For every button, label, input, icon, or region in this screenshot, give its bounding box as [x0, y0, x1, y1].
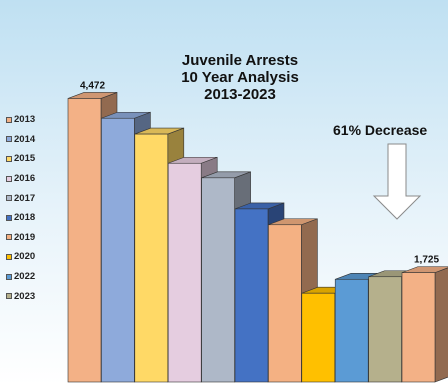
legend-item-2018: 2018 [6, 208, 35, 228]
legend-item-2023: 2023 [6, 286, 35, 306]
title-line-3: 2013-2023 [204, 86, 276, 103]
legend-label: 2014 [14, 133, 36, 145]
legend-item-2016: 2016 [6, 169, 35, 189]
data-label-2023: 1,725 [414, 255, 439, 266]
legend-swatch [6, 175, 12, 182]
legend-swatch [6, 234, 12, 241]
legend-label: 2020 [14, 251, 36, 263]
bars-layer [67, 92, 448, 383]
bar-front-2013 [67, 98, 102, 383]
bar-2023 [401, 266, 448, 383]
chart-title: Juvenile Arrests 10 Year Analysis 2013-2… [150, 52, 330, 103]
decrease-annotation: 61% Decrease [333, 122, 428, 138]
bar-front-2019 [268, 224, 302, 383]
legend-swatch [6, 195, 12, 202]
bar-front-2018 [234, 208, 269, 383]
legend-item-2013: 2013 [6, 110, 35, 130]
legend-label: 2022 [14, 271, 36, 283]
bar-front-2021 [334, 278, 369, 383]
legend-item-2020: 2020 [6, 247, 35, 267]
legend-swatch [6, 293, 12, 300]
legend-item-2019: 2019 [6, 228, 35, 248]
legend-swatch [6, 116, 12, 123]
legend-item-2015: 2015 [6, 149, 35, 169]
data-label-2013: 4,472 [80, 80, 105, 91]
legend-label: 2013 [14, 114, 36, 126]
legend: 2013 2014 2015 2016 2017 2018 2019 2020 2022 2023 [6, 110, 35, 306]
legend-label: 2023 [14, 290, 36, 302]
legend-swatch [6, 214, 12, 221]
legend-item-2017: 2017 [6, 188, 35, 208]
legend-item-2014: 2014 [6, 130, 35, 150]
legend-swatch [6, 253, 12, 260]
legend-swatch [6, 136, 12, 143]
legend-label: 2016 [14, 173, 36, 185]
legend-item-2022: 2022 [6, 267, 35, 287]
legend-swatch [6, 273, 12, 280]
bar-front-2020 [301, 292, 336, 383]
legend-label: 2019 [14, 231, 36, 243]
data-labels-layer: 4,472 1,725 [80, 80, 439, 265]
title-line-1: Juvenile Arrests [181, 52, 299, 69]
bar-front-2016 [167, 162, 202, 383]
bar-front-2017 [201, 177, 235, 383]
bar-front-2023 [401, 272, 436, 383]
legend-swatch [6, 155, 12, 162]
bar-front-2022 [368, 276, 402, 383]
title-line-2: 10 Year Analysis [181, 69, 299, 86]
legend-label: 2018 [14, 212, 36, 224]
legend-label: 2017 [14, 192, 36, 204]
bar-front-2014 [101, 117, 135, 383]
bar-side-2023 [434, 267, 448, 383]
down-arrow-icon [372, 143, 422, 220]
bar-front-2015 [134, 133, 169, 383]
legend-label: 2015 [14, 153, 36, 165]
